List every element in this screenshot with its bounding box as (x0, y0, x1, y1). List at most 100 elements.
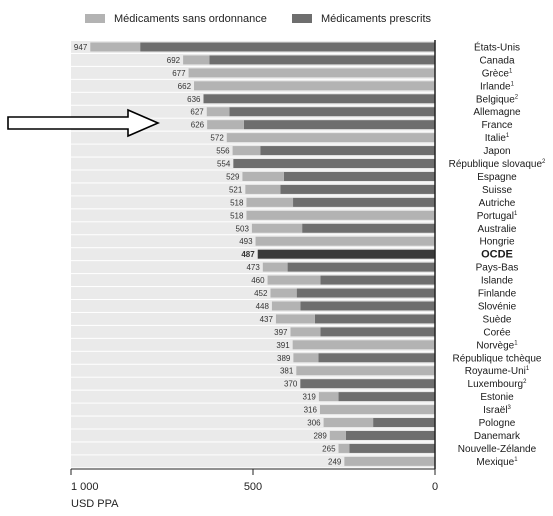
bar-prescribed (320, 327, 435, 337)
country-label: Espagne (477, 172, 517, 183)
row-band (71, 377, 435, 390)
legend: Médicaments sans ordonnance Médicaments … (85, 13, 432, 25)
country-label: Nouvelle-Zélande (458, 444, 537, 455)
bar-prescribed (349, 443, 435, 453)
value-label: 627 (190, 108, 204, 117)
bar-otc (245, 184, 281, 194)
bar-otc (323, 418, 374, 428)
country-label: Grèce1 (482, 68, 513, 79)
legend-swatch-prescribed (292, 14, 312, 23)
country-label: Portugal1 (477, 211, 518, 222)
value-label: 289 (313, 431, 327, 440)
value-label: 487 (241, 250, 255, 259)
value-label: 265 (322, 444, 336, 453)
bar-otc (207, 120, 244, 130)
bar-prescribed (338, 392, 435, 402)
row-band (71, 429, 435, 442)
bar-otc (206, 107, 230, 117)
row-band (71, 287, 435, 299)
country-label: Islande (481, 276, 514, 287)
value-label: 529 (226, 172, 240, 181)
country-label: Pays-Bas (476, 263, 519, 274)
bar-otc (293, 353, 319, 363)
bar-total (292, 340, 435, 350)
country-label: Japon (483, 146, 510, 157)
bar-oecd (257, 249, 435, 259)
legend-label-otc: Médicaments sans ordonnance (114, 13, 267, 25)
country-label: Belgique2 (476, 94, 519, 105)
value-label: 518 (230, 211, 244, 220)
value-labels: 947 692 677 662 636 627 626 572 556 554 529 521 518 5… (74, 43, 342, 466)
bar-otc (270, 288, 297, 298)
row-band (71, 364, 435, 377)
row-band (71, 274, 435, 287)
bar-prescribed (345, 430, 435, 440)
bar-otc (267, 275, 321, 285)
bar-prescribed (243, 120, 435, 130)
row-band (71, 416, 435, 429)
bar-prescribed (203, 94, 435, 104)
country-label: Italie1 (485, 133, 510, 144)
value-label: 493 (239, 237, 253, 246)
bar-prescribed (233, 159, 435, 169)
value-label: 370 (284, 380, 298, 389)
legend-label-prescribed: Médicaments prescrits (321, 13, 432, 25)
value-label: 556 (216, 147, 230, 156)
bar-prescribed (318, 353, 435, 363)
value-label: 692 (167, 56, 181, 65)
country-label: Canada (479, 55, 514, 66)
row-band (71, 455, 435, 468)
bar-otc (183, 55, 210, 65)
country-label: Hongrie (479, 237, 514, 248)
country-label: Danemark (474, 431, 521, 442)
country-label: France (481, 120, 513, 131)
bar-prescribed (300, 379, 435, 389)
country-label: République tchèque (453, 353, 542, 364)
bar-total (188, 68, 435, 78)
country-label: Royaume-Uni1 (465, 366, 530, 377)
value-label: 554 (217, 160, 231, 169)
bar-total (246, 210, 435, 220)
value-label: 572 (210, 134, 224, 143)
value-label: 521 (229, 185, 243, 194)
tick-label-1000: 1 000 (71, 481, 99, 493)
row-band (71, 442, 435, 455)
bar-total (344, 456, 435, 466)
value-label: 662 (178, 82, 192, 91)
bar-prescribed (283, 171, 435, 181)
bar-otc (275, 314, 315, 324)
bar-prescribed (314, 314, 435, 324)
bar-otc (271, 301, 301, 311)
bar-otc (329, 430, 346, 440)
x-axis-label: USD PPA (71, 498, 119, 510)
country-label: Autriche (479, 198, 516, 209)
value-label: 518 (230, 198, 244, 207)
value-label: 306 (307, 419, 321, 428)
value-label: 452 (254, 289, 268, 298)
row-band (71, 338, 435, 351)
bar-otc (318, 392, 339, 402)
bar-total (194, 81, 435, 91)
bar-prescribed (287, 262, 435, 272)
value-label: 249 (328, 457, 342, 466)
tick-label-0: 0 (432, 481, 438, 493)
value-label: 626 (191, 121, 205, 130)
country-label: États-Unis (474, 40, 520, 53)
value-label: 947 (74, 43, 88, 52)
tick-label-500: 500 (244, 481, 262, 493)
value-label: 677 (172, 69, 186, 78)
value-label: 316 (304, 406, 318, 415)
row-band (71, 300, 435, 312)
value-label: 397 (274, 328, 288, 337)
bar-prescribed (229, 107, 435, 117)
bar-prescribed (296, 288, 435, 298)
country-label: République slovaque2 (449, 159, 546, 170)
value-label: 319 (303, 393, 317, 402)
highlight-arrow-icon (7, 108, 161, 138)
bar-otc (90, 42, 141, 52)
value-label: 448 (256, 302, 270, 311)
row-band (71, 325, 435, 338)
bar-otc (246, 197, 294, 207)
bar-prescribed (373, 418, 435, 428)
